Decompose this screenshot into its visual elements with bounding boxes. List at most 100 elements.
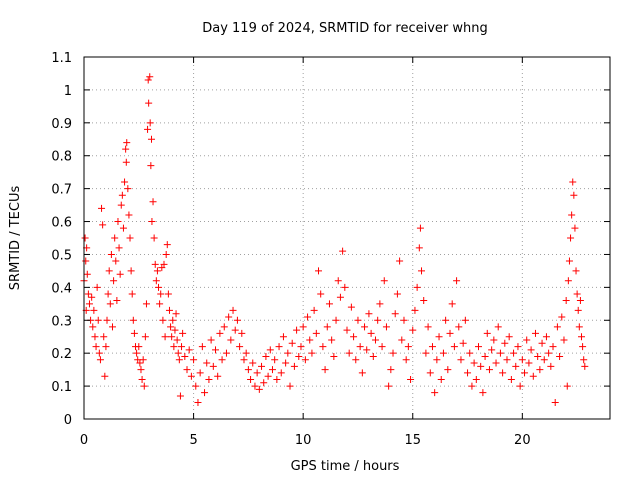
data-point (172, 310, 180, 318)
data-point (160, 260, 168, 268)
data-point (446, 329, 454, 337)
data-point (124, 185, 132, 193)
data-point (374, 316, 382, 324)
data-point (205, 376, 213, 384)
data-point (301, 356, 309, 364)
data-point (92, 343, 100, 351)
data-point (110, 277, 118, 285)
data-point (262, 352, 270, 360)
data-point (137, 366, 145, 374)
data-point (558, 313, 566, 321)
data-point (170, 343, 178, 351)
data-point (556, 352, 564, 360)
data-point (185, 346, 193, 354)
data-point (151, 260, 159, 268)
data-point (203, 359, 211, 367)
data-point (187, 372, 195, 380)
data-point (93, 283, 101, 291)
data-point (218, 356, 226, 364)
data-point (236, 343, 244, 351)
data-point (297, 343, 305, 351)
data-point (569, 178, 577, 186)
data-point (466, 349, 474, 357)
data-point (138, 376, 146, 384)
y-tick-label: 1.1 (51, 51, 72, 66)
data-point (564, 277, 572, 285)
data-point (521, 369, 529, 377)
data-point (133, 349, 141, 357)
data-point (464, 369, 472, 377)
data-point (385, 382, 393, 390)
data-point (505, 333, 513, 341)
data-point (89, 323, 97, 331)
data-point (376, 300, 384, 308)
chart-title: Day 119 of 2024, SRMTID for receiver whn… (202, 21, 488, 36)
data-point (531, 329, 539, 337)
data-point (130, 329, 138, 337)
data-point (568, 211, 576, 219)
data-point (341, 283, 349, 291)
data-point (100, 333, 108, 341)
data-point (367, 329, 375, 337)
data-point (128, 290, 136, 298)
data-point (347, 303, 355, 311)
data-point (411, 306, 419, 314)
x-tick-label: 0 (80, 433, 88, 448)
data-point (475, 343, 482, 351)
data-point (181, 352, 189, 360)
data-point (145, 99, 153, 107)
data-point (157, 290, 165, 298)
data-point (538, 339, 546, 347)
data-point (453, 277, 461, 285)
data-point (551, 399, 559, 407)
data-point (119, 224, 127, 232)
data-point (499, 369, 507, 377)
data-point (167, 323, 175, 331)
data-point (470, 359, 478, 367)
data-point (135, 343, 143, 351)
data-point (155, 283, 163, 291)
data-point (91, 333, 99, 341)
data-point (304, 313, 312, 321)
data-point (485, 366, 493, 374)
data-point (179, 329, 187, 337)
data-point (233, 316, 241, 324)
data-point (339, 247, 347, 255)
data-point (147, 162, 155, 170)
data-point (214, 372, 222, 380)
data-point (402, 356, 410, 364)
data-point (540, 356, 548, 364)
data-point (536, 366, 544, 374)
data-point (111, 234, 119, 242)
y-tick-labels: 0 0.1 0.2 0.3 0.4 0.5 0.6 0.7 0.8 0.9 1 1.1 (51, 51, 72, 428)
data-point (140, 382, 148, 390)
data-point (242, 349, 250, 357)
data-point (122, 158, 130, 166)
data-point (494, 323, 502, 331)
x-tick-labels: 0 5 10 15 20 (80, 433, 531, 448)
data-point (231, 326, 239, 334)
data-point (146, 73, 154, 81)
data-point (444, 366, 452, 374)
data-point (85, 300, 93, 308)
data-point (253, 369, 261, 377)
data-point (400, 316, 408, 324)
data-point (354, 316, 362, 324)
data-point (209, 362, 217, 370)
data-point (336, 293, 344, 301)
data-point (361, 323, 369, 331)
data-point (459, 339, 467, 347)
data-point (164, 290, 172, 298)
data-point (156, 300, 164, 308)
data-point (101, 372, 109, 380)
data-point (396, 257, 404, 265)
data-point (560, 336, 568, 344)
y-tick-label: 0.3 (51, 314, 72, 329)
data-point (114, 218, 122, 226)
y-axis-label: SRMTID / TECUs (8, 186, 23, 291)
data-point (325, 300, 333, 308)
data-point (275, 343, 283, 351)
data-point (295, 352, 303, 360)
data-point (273, 376, 281, 384)
data-point (225, 313, 233, 321)
